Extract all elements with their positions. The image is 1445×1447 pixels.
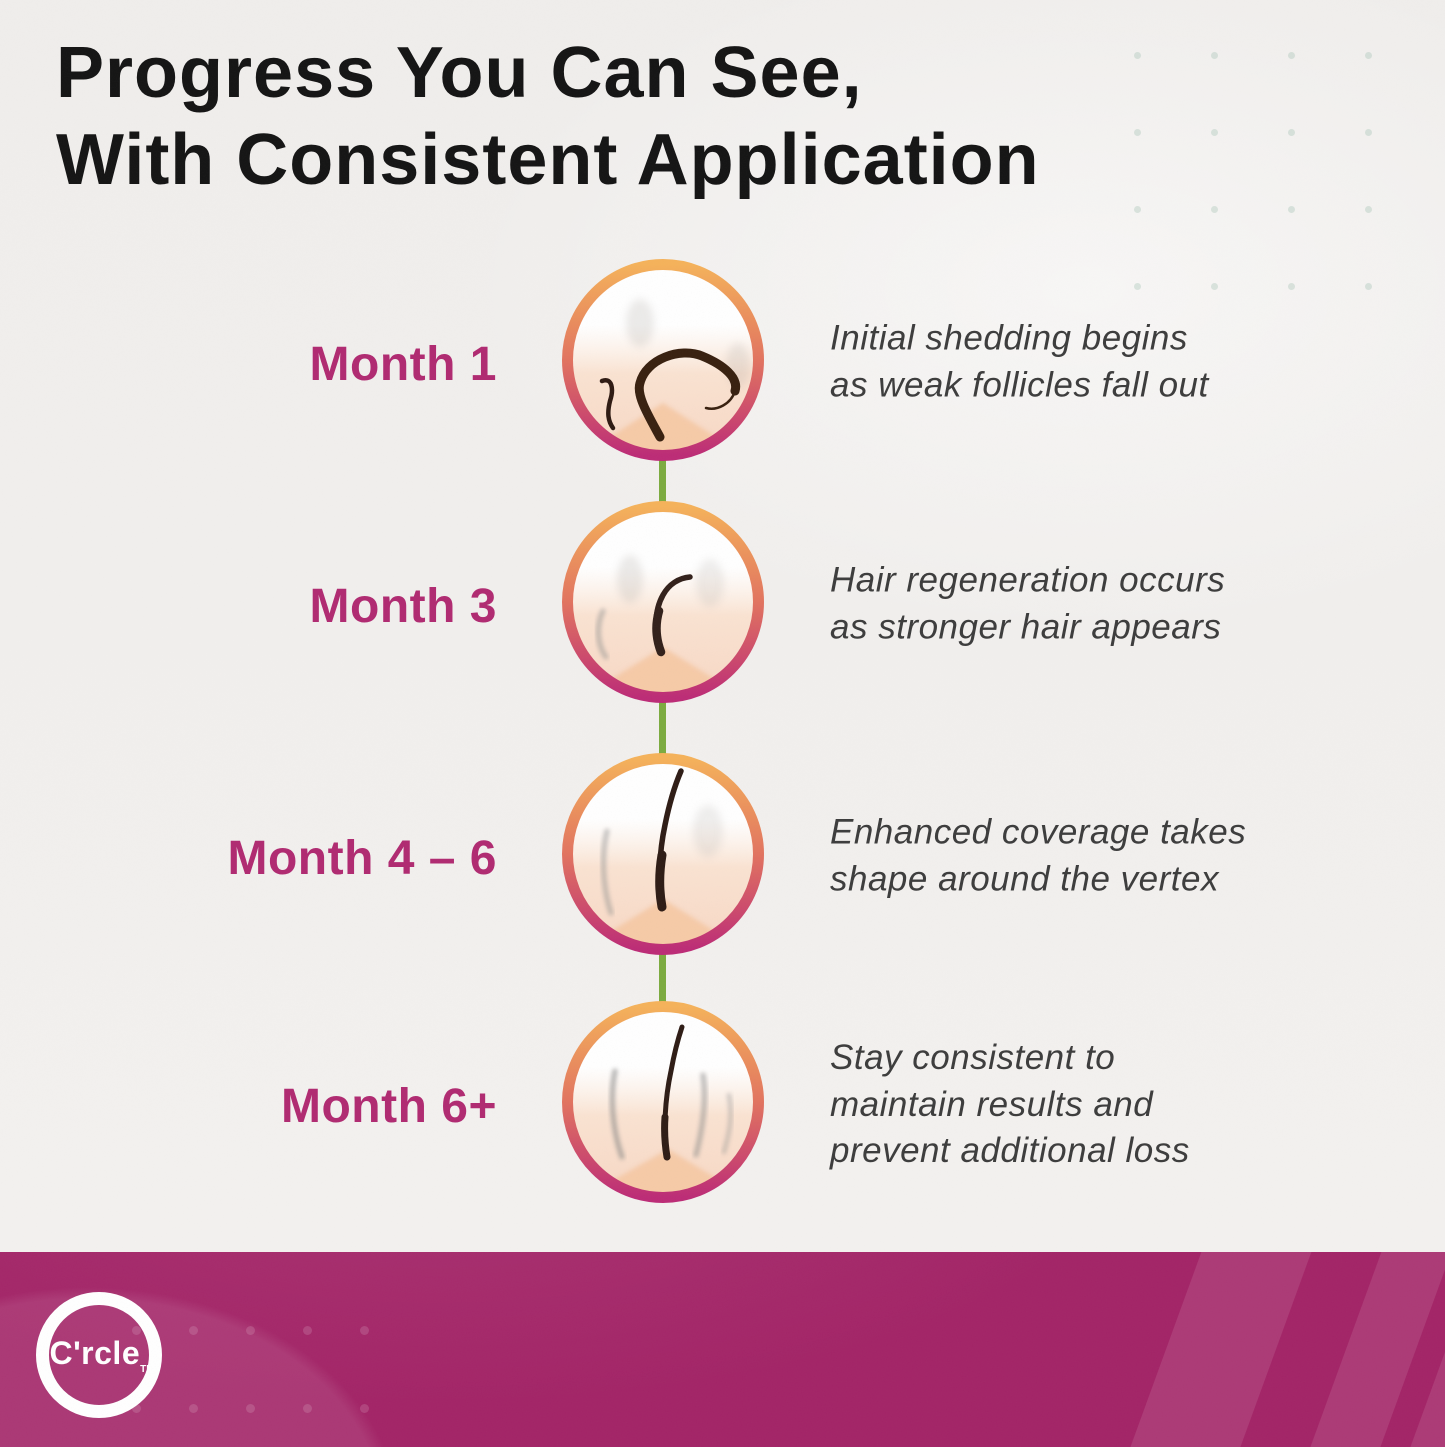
stage-description: Enhanced coverage takes shape around the… (830, 812, 1247, 898)
thickening-hair-icon (562, 753, 764, 955)
brand-logo-ring: C'rcleTM (36, 1292, 162, 1418)
banner-dot-row (132, 1404, 369, 1413)
trademark-symbol: TM (140, 1364, 155, 1375)
brand-logo-text: C'rcleTM (49, 1335, 155, 1375)
regrowing-hair-icon (562, 501, 764, 703)
stage-circle-month-4-6 (560, 751, 766, 957)
banner-stripe (1117, 1252, 1323, 1447)
month-label: Month 1 (309, 337, 497, 391)
timeline-row-month-4-6: Month 4 – 6 (0, 751, 1445, 957)
footer-banner: C'rcleTM (0, 1252, 1445, 1447)
timeline-connector-line (659, 362, 666, 1106)
shedding-hair-icon (562, 259, 764, 461)
month-label: Month 4 – 6 (227, 831, 497, 885)
title-line-2: With Consistent Application (56, 120, 1040, 201)
page-title: Progress You Can See, With Consistent Ap… (56, 30, 1040, 204)
stage-circle-month-1 (560, 257, 766, 463)
timeline-row-month-1: Month 1 (0, 257, 1445, 463)
multiple-hairs-icon (562, 1001, 764, 1203)
stage-circle-month-6-plus (560, 999, 766, 1205)
month-label: Month 6+ (281, 1079, 497, 1133)
month-label: Month 3 (309, 579, 497, 633)
title-line-1: Progress You Can See, (56, 33, 863, 113)
timeline-row-month-3: Month 3 (0, 499, 1445, 705)
background-dot-grid (1134, 52, 1372, 290)
banner-dot-row (132, 1326, 369, 1335)
stage-description: Initial shedding begins as weak follicle… (830, 318, 1209, 404)
timeline-row-month-6-plus: Month 6+ (0, 999, 1445, 1205)
stage-description: Hair regeneration occurs as stronger hai… (830, 560, 1226, 646)
stage-circle-month-3 (560, 499, 766, 705)
stage-description: Stay consistent to maintain results and … (830, 1037, 1190, 1171)
